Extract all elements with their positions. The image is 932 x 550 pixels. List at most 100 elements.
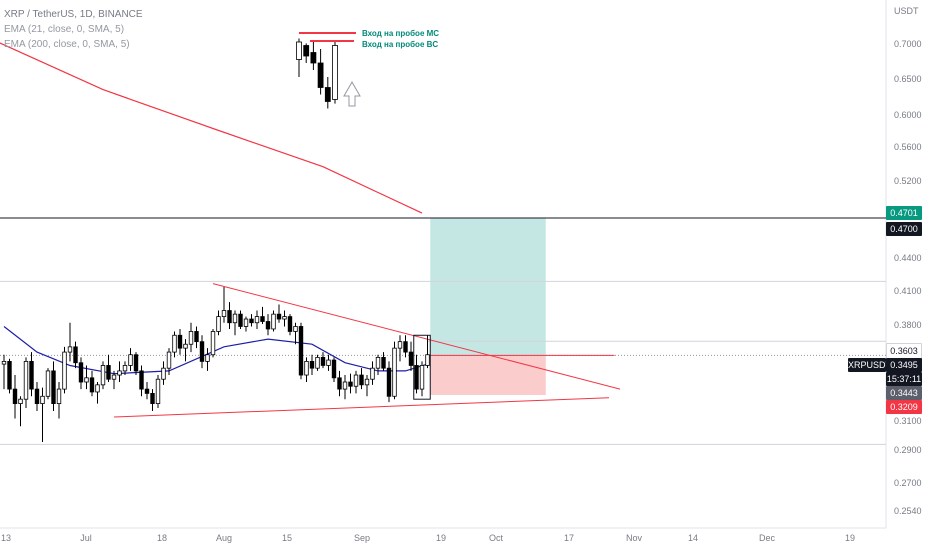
- entry-price-tag: 0.3443: [886, 386, 922, 400]
- candle: [359, 374, 364, 386]
- candle: [210, 331, 216, 356]
- candle: [238, 313, 243, 327]
- ema21-line: [3, 326, 428, 375]
- upper-price-tag: 0.3603: [886, 343, 922, 359]
- candle: [227, 310, 232, 324]
- candle: [18, 398, 23, 404]
- ema21-legend: EMA (21, close, 0, SMA, 5): [4, 24, 125, 35]
- candle: [287, 316, 293, 332]
- time-tick-label: Dec: [759, 533, 776, 543]
- price-tick-label: 0.3100: [894, 416, 922, 426]
- candle: [221, 310, 227, 317]
- candle: [95, 384, 100, 393]
- candle: [161, 367, 166, 380]
- triangle-line-2: [113, 397, 610, 418]
- target-zone: [430, 217, 546, 356]
- price-tick-label: 0.6000: [894, 110, 922, 120]
- candle: [397, 341, 403, 349]
- candle: [34, 388, 40, 404]
- candle: [381, 356, 386, 369]
- ema200-line: [0, 42, 423, 214]
- candle: [194, 331, 199, 343]
- candle: [392, 347, 397, 397]
- candle: [419, 365, 425, 390]
- candle: [403, 341, 408, 353]
- candle: [243, 318, 249, 327]
- chart-legend: XRP / TetherUS, 1D, BINANCE EMA (21, clo…: [4, 7, 143, 52]
- candle: [89, 377, 95, 393]
- time-tick-label: 17: [564, 533, 574, 543]
- time-tick-label: Jul: [80, 533, 92, 543]
- candle: [177, 334, 183, 349]
- time-tick-label: 15: [282, 533, 292, 543]
- candle: [364, 378, 370, 386]
- candle: [282, 316, 287, 320]
- time-tick-label: Nov: [626, 533, 643, 543]
- candle: [56, 388, 62, 404]
- candle: [73, 346, 78, 364]
- candle: [425, 354, 430, 366]
- price-tick-label: 0.2540: [894, 506, 922, 516]
- price-tick-label: 0.7000: [894, 39, 922, 49]
- candle: [139, 370, 144, 390]
- symbol-price-tag: XRPUSDT: [848, 358, 892, 372]
- candle: [100, 365, 106, 386]
- time-tick-label: Aug: [216, 533, 232, 543]
- candle: [309, 361, 315, 369]
- candle: [117, 370, 122, 376]
- candle: [188, 331, 194, 345]
- stop-zone: [430, 355, 546, 395]
- candle: [84, 377, 89, 383]
- candle: [150, 392, 155, 404]
- stop-price-tag: 0.3209: [886, 400, 922, 414]
- candle: [205, 354, 210, 362]
- candle: [260, 316, 265, 322]
- inset-candle: [296, 41, 302, 60]
- candle: [304, 361, 309, 376]
- time-tick-label: 19: [845, 533, 855, 543]
- price-tick-label: 0.3800: [894, 320, 922, 330]
- candle: [122, 365, 128, 372]
- candle: [144, 388, 150, 394]
- time-tick-label: Sep: [354, 533, 370, 543]
- breakout-box: [413, 334, 431, 400]
- time-tick-label: 18: [157, 533, 167, 543]
- candle: [67, 346, 73, 353]
- candle: [265, 321, 271, 330]
- candle: [40, 395, 45, 404]
- candle: [249, 318, 254, 324]
- price-tick-label: 0.6500: [894, 74, 922, 84]
- level-price-tag: 0.4700: [886, 222, 922, 236]
- candle: [414, 365, 419, 390]
- triangle-line-1: [212, 283, 621, 390]
- candle: [183, 343, 188, 349]
- candle: [172, 334, 177, 353]
- price-tick-label: 0.5200: [894, 176, 922, 186]
- inset-candle: [324, 87, 331, 102]
- candle: [353, 374, 359, 387]
- candle: [133, 354, 139, 372]
- candle: [128, 354, 133, 366]
- last-price-tag: 0.3495: [886, 358, 922, 372]
- candle: [293, 326, 298, 332]
- candle: [348, 381, 353, 387]
- price-tick-label: 0.4400: [894, 253, 922, 263]
- candle: [298, 326, 304, 376]
- candle: [320, 356, 326, 366]
- candle: [155, 378, 161, 404]
- note-entry-ms: Вход на пробое MC: [362, 29, 440, 38]
- ema200-legend: EMA (200, close, 0, SMA, 5): [4, 39, 130, 50]
- price-tick-label: 0.5600: [894, 142, 922, 152]
- candle: [370, 367, 375, 380]
- candle: [216, 316, 221, 332]
- inset-candle: [332, 45, 338, 100]
- candle: [1, 361, 7, 365]
- candle: [337, 377, 342, 390]
- time-tick-label: 19: [436, 533, 446, 543]
- candle: [386, 367, 392, 397]
- candle: [29, 361, 34, 390]
- price-tick-label: 0.2700: [894, 478, 922, 488]
- candle: [232, 313, 238, 324]
- countdown-tag: 15:37:11: [886, 372, 922, 386]
